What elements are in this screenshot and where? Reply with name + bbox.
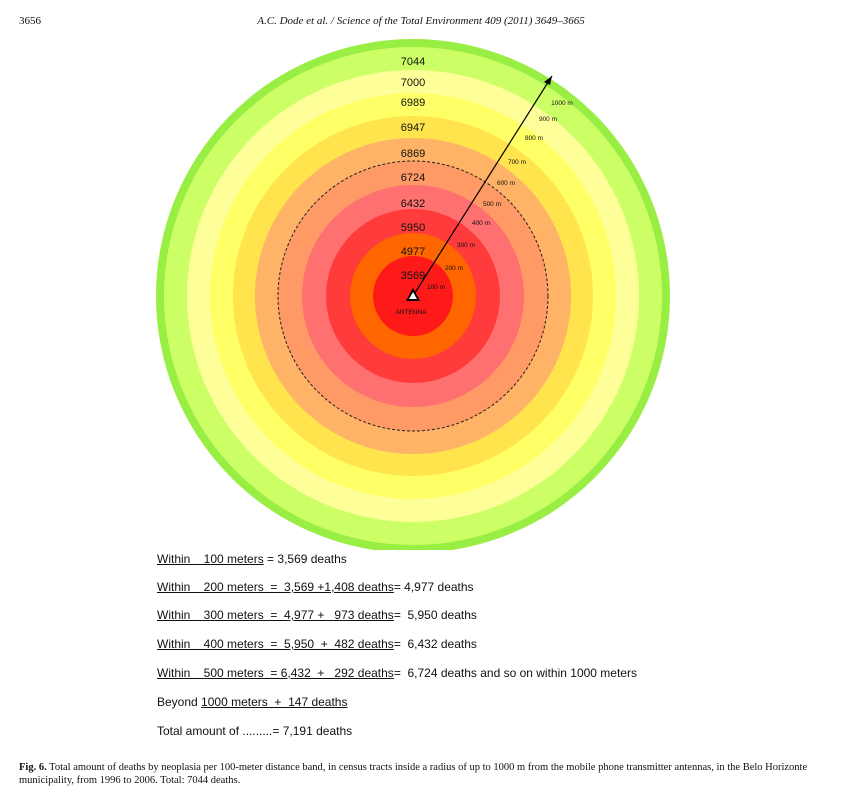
band-value-label: 7000 (401, 77, 425, 89)
antenna-label: ANTENNA (395, 309, 427, 316)
band-value-label: 7044 (401, 56, 425, 68)
distance-label: 1000 m (551, 100, 573, 107)
note-line: Within 400 meters = 5,950 + 482 deaths= … (157, 637, 477, 651)
distance-label: 800 m (525, 135, 543, 142)
band-value-label: 6724 (401, 172, 425, 184)
caption-text: Total amount of deaths by neoplasia per … (19, 762, 808, 786)
distance-label: 300 m (457, 242, 475, 249)
antenna-triangle-inner (409, 292, 417, 299)
note-line: Within 500 meters = 6,432 + 292 deaths= … (157, 666, 637, 680)
band-value-label: 6432 (401, 198, 425, 210)
note-line: Within 100 meters = 3,569 deaths (157, 552, 347, 566)
distance-label: 600 m (497, 180, 515, 187)
band-value-label: 3569 (401, 270, 425, 282)
distance-label: 500 m (483, 201, 501, 208)
band-value-label: 6947 (401, 122, 425, 134)
figure-caption: Fig. 6. Total amount of deaths by neopla… (19, 761, 819, 787)
total-line: Total amount of .........= 7,191 deaths (157, 724, 353, 738)
distance-label: 100 m (427, 284, 445, 291)
page-number: 3656 (19, 15, 41, 27)
band-value-label: 6869 (401, 148, 425, 160)
note-line: Within 300 meters = 4,977 + 973 deaths= … (157, 608, 477, 622)
distance-label: 900 m (539, 116, 557, 123)
distance-label: 200 m (445, 265, 463, 272)
band-value-label: 6989 (401, 97, 425, 109)
distance-label: 400 m (472, 220, 490, 227)
dashed-boundary-ring (277, 160, 549, 432)
beyond-line: Beyond 1000 meters + 147 deaths (157, 695, 348, 709)
note-line: Within 200 meters = 3,569 +1,408 deaths=… (157, 580, 474, 594)
band-value-label: 5950 (401, 222, 425, 234)
band-value-label: 4977 (401, 246, 425, 258)
journal-header: A.C. Dode et al. / Science of the Total … (257, 15, 585, 27)
distance-arrow (412, 75, 553, 297)
figure-label: Fig. 6. (19, 762, 47, 773)
arrowhead-icon (544, 76, 552, 85)
concentric-bands-diagram: 3569 4977 5950 6432 6724 6869 6947 6989 7000 7044… (156, 39, 670, 550)
distance-label: 700 m (508, 159, 526, 166)
